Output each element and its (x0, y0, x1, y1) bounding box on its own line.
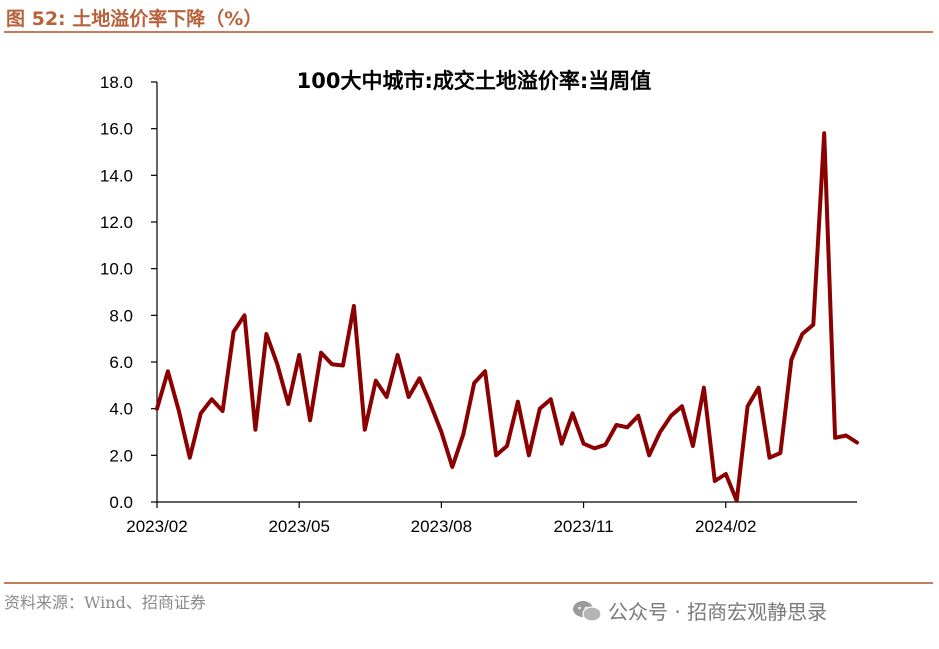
watermark-text: 公众号 · 招商宏观静思录 (608, 600, 828, 624)
data-point (484, 370, 486, 373)
data-point (451, 466, 454, 468)
data-point (560, 442, 563, 445)
data-point (429, 403, 432, 405)
data-point (407, 396, 410, 398)
data-point (582, 442, 585, 445)
x-tick-label: 2023/08 (411, 517, 472, 536)
y-tick-label: 12.0 (100, 213, 133, 232)
y-tick-label: 4.0 (109, 400, 133, 419)
figure-title: 图 52: 土地溢价率下降（%） (6, 4, 262, 31)
source-note: 资料来源：Wind、招商证券 (4, 593, 206, 612)
data-point (801, 333, 804, 335)
data-point (178, 410, 180, 412)
data-point (735, 500, 738, 502)
data-point (221, 410, 224, 412)
wechat-icon (573, 600, 602, 622)
data-point (692, 445, 694, 447)
y-tick-label: 2.0 (109, 446, 133, 465)
data-point (604, 444, 607, 446)
data-point (385, 396, 388, 398)
data-point (287, 403, 290, 405)
data-point (396, 354, 399, 356)
top-divider (4, 31, 933, 33)
x-tick-label: 2023/02 (126, 517, 187, 536)
y-tick-label: 10.0 (100, 260, 133, 279)
data-point (834, 437, 836, 439)
y-axis: 0.0 2.0 4.0 6.0 8.0 10.0 12.0 14.0 16.0 18.0 (100, 73, 158, 512)
x-tick-label: 2024/02 (695, 517, 756, 536)
y-tick-label: 8.0 (109, 306, 133, 325)
data-point (768, 456, 771, 459)
data-point (856, 441, 858, 444)
data-point (681, 405, 683, 408)
figure-caption: 土地溢价率下降（%） (72, 8, 263, 30)
data-point (232, 330, 235, 333)
y-tick-label: 6.0 (109, 353, 133, 372)
data-point (746, 405, 749, 408)
data-point (473, 382, 475, 384)
bottom-divider (4, 582, 933, 584)
data-point (265, 333, 268, 335)
data-point (309, 419, 311, 422)
series-group (155, 131, 859, 503)
data-point (659, 431, 661, 433)
data-point (298, 354, 300, 356)
y-tick-label: 0.0 (109, 493, 133, 512)
data-point (506, 445, 508, 447)
data-point (254, 428, 257, 431)
figure-label: 图 52: (6, 8, 66, 30)
x-tick-label: 2023/11 (553, 517, 613, 536)
data-point (703, 386, 705, 389)
data-point (440, 431, 443, 433)
data-point (189, 456, 191, 459)
data-point (549, 398, 552, 401)
data-point (331, 363, 333, 366)
data-point (790, 358, 793, 361)
data-point (648, 454, 650, 457)
data-point (637, 414, 640, 417)
y-tick-label: 16.0 (100, 120, 133, 139)
data-point (320, 351, 322, 354)
data-point (156, 407, 158, 410)
data-point (243, 314, 246, 317)
data-point (528, 454, 530, 457)
data-point (374, 379, 377, 382)
y-tick-label: 14.0 (100, 166, 133, 185)
data-point (342, 364, 344, 367)
data-point (626, 426, 629, 429)
data-point (615, 424, 618, 426)
data-point (823, 132, 825, 135)
data-point (724, 473, 727, 475)
data-point (364, 428, 366, 431)
chart-title: 100大中城市:成交土地溢价率:当周值 (297, 69, 652, 93)
data-point (670, 414, 672, 417)
line-chart: 100大中城市:成交土地溢价率:当周值 0.0 2.0 4.0 6.0 8.0 10.0 1… (100, 69, 859, 536)
x-axis: 2023/02 2023/05 2023/08 2023/11 2024/02 (126, 501, 857, 536)
data-point (779, 452, 782, 454)
data-point (571, 412, 574, 415)
data-point (276, 363, 279, 366)
data-point (418, 377, 421, 380)
data-point (353, 305, 355, 307)
data-point (757, 386, 760, 389)
data-point (495, 454, 497, 457)
data-point (539, 407, 541, 410)
data-point (714, 480, 716, 482)
data-point (210, 398, 213, 401)
data-point (593, 447, 596, 450)
x-tick-label: 2023/05 (268, 517, 329, 536)
data-point (845, 434, 847, 437)
watermark: 公众号 · 招商宏观静思录 (572, 596, 827, 625)
data-point (199, 412, 202, 415)
data-point (812, 323, 815, 326)
data-point (167, 370, 169, 373)
y-tick-label: 18.0 (100, 73, 133, 92)
data-point (517, 400, 519, 403)
data-point (462, 433, 465, 436)
